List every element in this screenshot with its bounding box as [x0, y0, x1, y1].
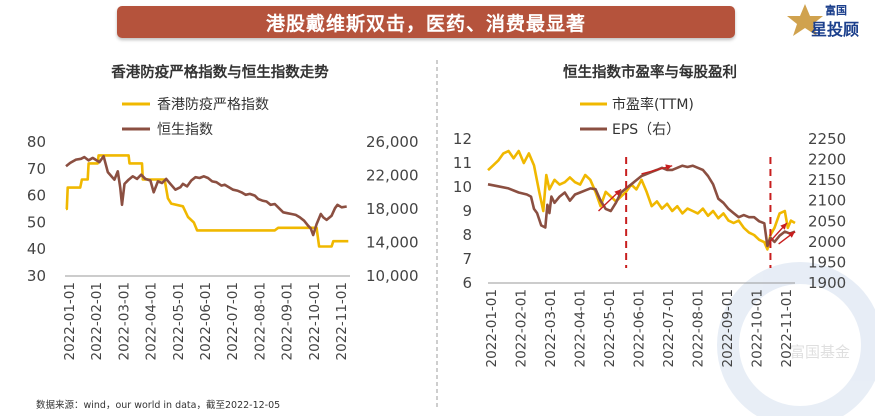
y-left-tick: 70	[27, 160, 46, 178]
y-right-tick: 14,000	[366, 234, 419, 252]
data-source-note: 数据来源：wind，our world in data，截至2022-12-05	[36, 397, 280, 411]
watermark-text: 富国基金	[790, 343, 850, 361]
right-y-axis-left: 6 7 8 9 10 11 12	[453, 130, 472, 292]
x-tick-label: 2022-08-01	[691, 289, 707, 367]
x-tick-label: 2022-11-01	[779, 289, 795, 367]
y-right-tick: 1900	[808, 274, 846, 292]
x-tick-label: 2022-01-01	[484, 289, 500, 367]
x-tick-label: 2022-03-01	[543, 289, 559, 367]
x-tick-label: 2022-06-01	[632, 289, 648, 367]
x-tick-label: 2022-06-01	[198, 282, 214, 360]
y-left-tick: 11	[453, 154, 472, 172]
x-tick-label: 2022-02-01	[89, 282, 105, 360]
left-legend-label-0: 香港防疫严格指数	[157, 97, 269, 113]
y-right-tick: 18,000	[366, 200, 419, 218]
right-chart: 恒生指数市盈率与每股盈利 市盈率(TTM) EPS（右） 6789101112 …	[453, 63, 846, 367]
y-left-tick: 12	[453, 130, 472, 148]
right-chart-title: 恒生指数市盈率与每股盈利	[563, 63, 737, 81]
x-tick-label: 2022-10-01	[750, 289, 766, 367]
x-tick-label: 2022-04-01	[573, 289, 589, 367]
x-tick-label: 2022-05-01	[602, 289, 618, 367]
left-y-axis-left: 30 40 50 60 70 80	[27, 133, 46, 285]
series-line-yellow	[488, 151, 795, 249]
left-x-ticks: 2022-01-01 2022-02-01 2022-03-01 2022-04-01…	[62, 282, 350, 360]
y-right-tick: 2100	[808, 192, 846, 210]
x-tick-label: 2022-01-01	[62, 282, 78, 360]
y-left-tick: 80	[27, 133, 46, 151]
left-legend: 香港防疫严格指数 恒生指数	[122, 97, 269, 138]
series-line-yellow	[66, 155, 348, 246]
y-right-tick: 2000	[808, 233, 846, 251]
y-right-tick: 22,000	[366, 167, 419, 185]
right-legend-label-1: EPS（右）	[612, 122, 680, 138]
y-right-tick: 2050	[808, 212, 846, 230]
series-line-brown	[66, 156, 347, 235]
right-y-axis-right: 1900 1950 2000 2050 2100 2150 2200 2250	[808, 130, 846, 292]
left-chart-title: 香港防疫严格指数与恒生指数走势	[111, 63, 329, 81]
y-right-tick: 2250	[808, 130, 846, 148]
right-series	[488, 151, 795, 249]
right-legend: 市盈率(TTM) EPS（右）	[580, 96, 694, 138]
y-right-tick: 2200	[808, 151, 846, 169]
y-right-tick: 1950	[808, 253, 846, 271]
y-left-tick: 40	[27, 240, 46, 258]
right-legend-label-0: 市盈率(TTM)	[612, 96, 694, 113]
y-left-tick: 7	[462, 250, 472, 268]
y-left-tick: 6	[462, 274, 472, 292]
y-left-tick: 8	[462, 226, 472, 244]
x-tick-label: 2022-07-01	[225, 282, 241, 360]
x-tick-label: 2022-02-01	[514, 289, 530, 367]
x-tick-label: 2022-05-01	[171, 282, 187, 360]
x-tick-label: 2022-11-01	[334, 282, 350, 360]
left-chart: 香港防疫严格指数与恒生指数走势 香港防疫严格指数 恒生指数 30 40 50 60 70…	[27, 63, 419, 360]
left-legend-label-1: 恒生指数	[157, 122, 213, 138]
y-left-tick: 60	[27, 187, 46, 205]
x-tick-label: 2022-08-01	[252, 282, 268, 360]
x-tick-label: 2022-09-01	[720, 289, 736, 367]
y-right-tick: 10,000	[366, 267, 419, 285]
y-left-tick: 9	[462, 202, 472, 220]
x-tick-label: 2022-10-01	[307, 282, 323, 360]
left-series	[66, 155, 348, 246]
y-left-tick: 10	[453, 178, 472, 196]
y-right-tick: 2150	[808, 171, 846, 189]
x-tick-label: 2022-04-01	[144, 282, 160, 360]
x-tick-label: 2022-03-01	[116, 282, 132, 360]
x-tick-label: 2022-09-01	[280, 282, 296, 360]
y-left-tick: 50	[27, 213, 46, 231]
x-tick-label: 2022-07-01	[661, 289, 677, 367]
y-right-tick: 26,000	[366, 133, 419, 151]
y-left-tick: 30	[27, 267, 46, 285]
left-y-axis-right: 10,000 14,000 18,000 22,000 26,000	[366, 133, 419, 285]
